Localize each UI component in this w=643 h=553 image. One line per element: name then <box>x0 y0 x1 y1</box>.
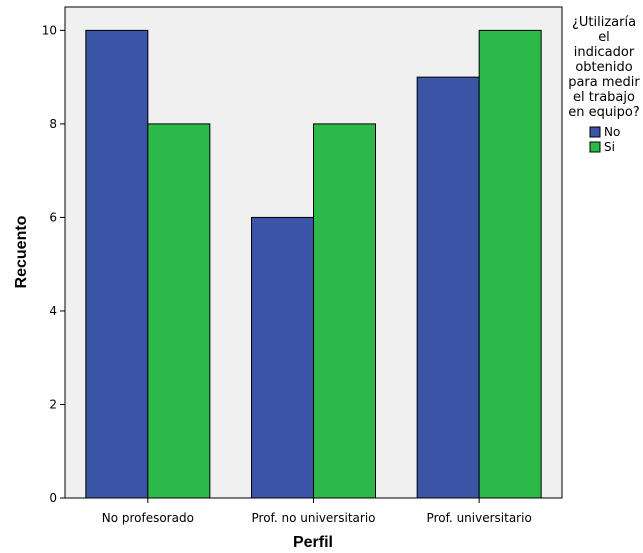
x-axis: No profesorado Prof. no universitario Prof… <box>102 498 532 525</box>
y-tick-label: 10 <box>42 23 57 37</box>
bars-group <box>85 29 542 499</box>
y-tick-label: 6 <box>49 210 57 224</box>
legend-title-line: el <box>598 30 610 45</box>
legend-label-si: Si <box>604 140 615 154</box>
x-axis-title: Perfil <box>293 534 333 551</box>
x-tick-label: Prof. universitario <box>427 511 532 525</box>
bar-no-0 <box>85 29 149 499</box>
legend-title-line: en equipo? <box>568 105 640 120</box>
legend-swatch-si <box>589 141 601 153</box>
legend-label-no: No <box>604 125 620 139</box>
x-tick-label: Prof. no universitario <box>252 511 376 525</box>
bar-si-0 <box>147 123 211 499</box>
legend-title-line: obtenido <box>575 60 632 75</box>
y-tick-label: 2 <box>49 397 57 411</box>
legend-swatch-no <box>589 126 601 138</box>
x-tick-label: No profesorado <box>102 511 194 525</box>
y-tick-label: 0 <box>49 491 57 505</box>
bar-si-1 <box>313 123 376 499</box>
y-tick-label: 4 <box>49 304 57 318</box>
bar-no-1 <box>251 216 314 499</box>
legend-title-line: para medir <box>568 75 640 90</box>
legend-title-line: ¿Utilizaría <box>572 15 636 30</box>
legend-title-line: el trabajo <box>573 90 635 105</box>
legend-title-line: indicador <box>574 45 635 60</box>
y-axis: 0 2 4 6 8 10 <box>42 23 65 505</box>
bar-no-2 <box>416 76 480 499</box>
y-axis-title: Recuento <box>13 215 30 288</box>
bar-si-2 <box>478 29 542 499</box>
y-tick-label: 8 <box>49 117 57 131</box>
